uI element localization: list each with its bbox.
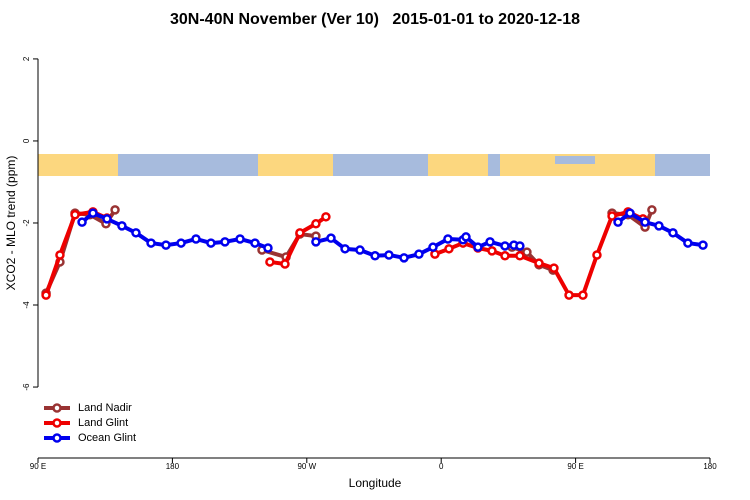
data-point bbox=[326, 233, 336, 243]
data-point bbox=[102, 214, 112, 224]
data-point bbox=[206, 238, 216, 248]
legend-marker bbox=[52, 433, 62, 443]
data-point bbox=[607, 211, 617, 221]
legend-label: Land Glint bbox=[78, 417, 128, 429]
x-tick-label: 90 W bbox=[297, 462, 316, 471]
data-point bbox=[311, 237, 321, 247]
data-point bbox=[41, 290, 51, 300]
y-tick-label: -2 bbox=[22, 219, 31, 227]
data-point bbox=[263, 243, 273, 253]
data-point bbox=[250, 238, 260, 248]
data-point bbox=[384, 250, 394, 260]
data-point bbox=[428, 242, 438, 252]
data-point bbox=[534, 258, 544, 268]
data-point bbox=[311, 219, 321, 229]
data-point bbox=[549, 263, 559, 273]
data-point bbox=[117, 221, 127, 231]
legend-label: Land Nadir bbox=[78, 402, 132, 414]
y-tick-label: 0 bbox=[22, 138, 31, 143]
y-axis-label: XCO2 - MLO trend (ppm) bbox=[4, 156, 18, 291]
y-tick-label: 2 bbox=[22, 56, 31, 61]
data-point bbox=[654, 221, 664, 231]
data-point bbox=[461, 232, 471, 242]
data-point bbox=[443, 234, 453, 244]
data-point bbox=[70, 210, 80, 220]
legend-marker bbox=[52, 403, 62, 413]
data-point bbox=[55, 250, 65, 260]
legend-label: Ocean Glint bbox=[78, 432, 136, 444]
data-point bbox=[647, 205, 657, 215]
data-point bbox=[485, 237, 495, 247]
data-point bbox=[220, 237, 230, 247]
y-tick-label: -4 bbox=[22, 301, 31, 309]
data-point bbox=[564, 290, 574, 300]
ocean-band bbox=[555, 156, 595, 164]
data-point bbox=[515, 251, 525, 261]
data-point bbox=[698, 240, 708, 250]
data-point bbox=[444, 244, 454, 254]
data-point bbox=[487, 246, 497, 256]
data-point bbox=[592, 250, 602, 260]
y-tick-label: -6 bbox=[22, 383, 31, 391]
data-point bbox=[110, 205, 120, 215]
data-point bbox=[515, 241, 525, 251]
data-point bbox=[683, 238, 693, 248]
data-point bbox=[295, 228, 305, 238]
land-band bbox=[500, 154, 655, 176]
map-strip bbox=[38, 154, 710, 176]
data-point bbox=[77, 217, 87, 227]
data-point bbox=[473, 242, 483, 252]
data-point bbox=[265, 257, 275, 267]
data-point bbox=[146, 238, 156, 248]
data-point bbox=[191, 234, 201, 244]
data-point bbox=[131, 228, 141, 238]
data-point bbox=[161, 240, 171, 250]
land-band bbox=[258, 154, 333, 176]
data-point bbox=[414, 249, 424, 259]
data-point bbox=[613, 217, 623, 227]
x-tick-label: 180 bbox=[166, 462, 180, 471]
data-point bbox=[235, 234, 245, 244]
data-point bbox=[578, 290, 588, 300]
land-band bbox=[38, 154, 118, 176]
x-axis-label: Longitude bbox=[349, 476, 402, 490]
x-tick-label: 180 bbox=[703, 462, 717, 471]
x-tick-label: 0 bbox=[439, 462, 444, 471]
data-point bbox=[340, 244, 350, 254]
data-point bbox=[355, 245, 365, 255]
legend-marker bbox=[52, 418, 62, 428]
data-point bbox=[321, 212, 331, 222]
data-point bbox=[280, 259, 290, 269]
x-tick-label: 90 E bbox=[30, 462, 46, 471]
data-point bbox=[625, 208, 635, 218]
x-tick-label: 90 E bbox=[567, 462, 583, 471]
land-band bbox=[428, 154, 488, 176]
chart-title: 30N-40N November (Ver 10) 2015-01-01 to … bbox=[170, 11, 580, 28]
data-point bbox=[176, 238, 186, 248]
data-point bbox=[668, 228, 678, 238]
data-point bbox=[640, 217, 650, 227]
data-point bbox=[399, 253, 409, 263]
data-point bbox=[522, 247, 532, 257]
data-point bbox=[500, 241, 510, 251]
data-point bbox=[500, 251, 510, 261]
data-point bbox=[88, 208, 98, 218]
data-point bbox=[370, 251, 380, 261]
